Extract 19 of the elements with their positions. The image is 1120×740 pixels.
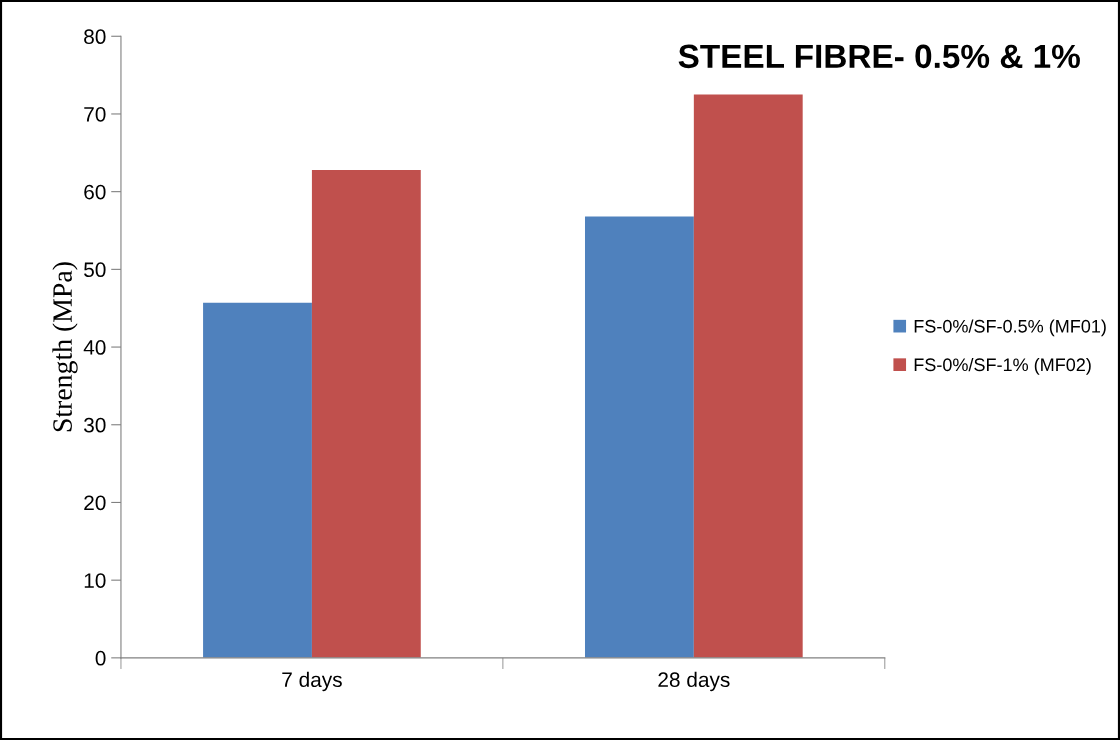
bar bbox=[311, 169, 421, 658]
bar bbox=[584, 216, 694, 658]
bar bbox=[693, 94, 803, 658]
y-tick-label: 0 bbox=[95, 650, 106, 666]
chart-title: STEEL FIBRE- 0.5% & 1% bbox=[678, 44, 1080, 69]
y-tick-label: 60 bbox=[84, 184, 106, 200]
x-tick-label: 7 days bbox=[282, 671, 342, 692]
y-tick-label: 30 bbox=[84, 417, 106, 433]
y-tick-label: 50 bbox=[84, 262, 106, 278]
y-tick-label: 70 bbox=[84, 106, 106, 122]
bar bbox=[203, 302, 312, 658]
y-axis-title: Strength (MPa) bbox=[52, 262, 78, 432]
y-tick-label: 80 bbox=[84, 29, 106, 45]
y-tick-label: 20 bbox=[84, 495, 106, 511]
legend-label: FS-0%/SF-0.5% (MF01) bbox=[914, 319, 1106, 337]
y-tick-label: 10 bbox=[84, 573, 106, 588]
legend-label: FS-0%/SF-1% (MF02) bbox=[914, 357, 1091, 375]
y-tick-label: 40 bbox=[83, 340, 106, 355]
x-tick-label: 28 days bbox=[658, 671, 730, 692]
